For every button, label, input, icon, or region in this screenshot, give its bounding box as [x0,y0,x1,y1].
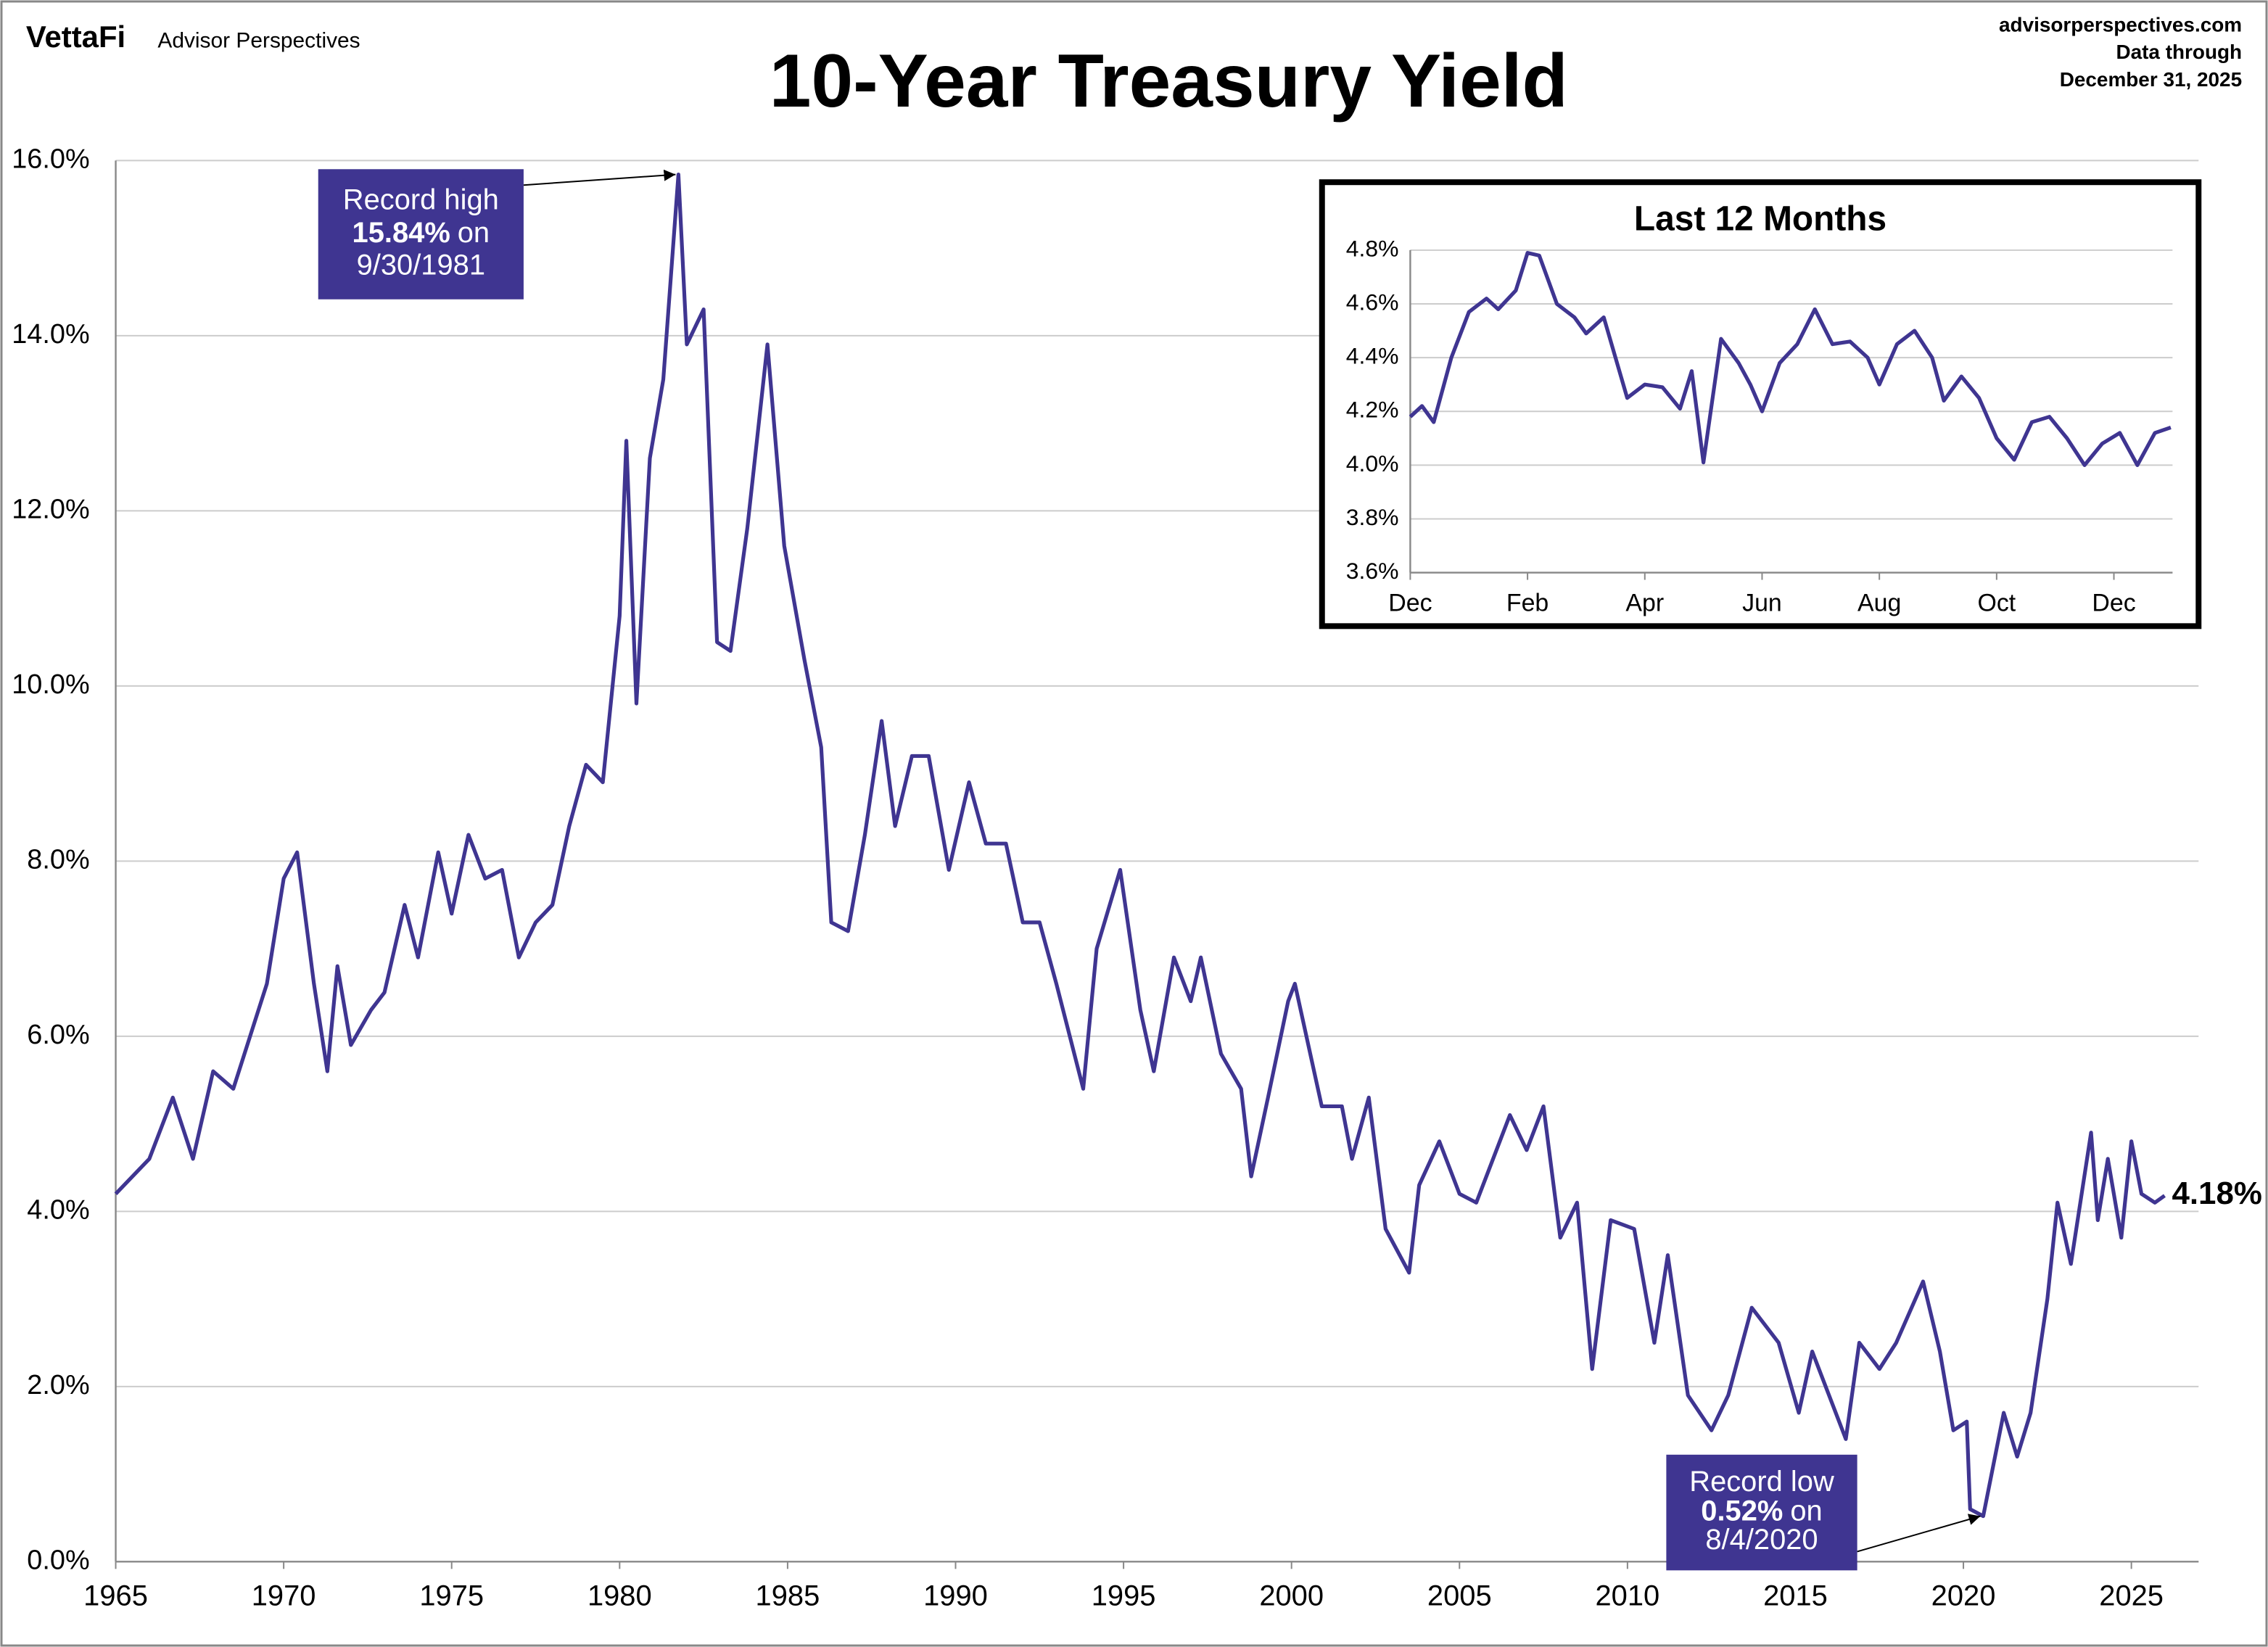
data-note: Data through [2116,41,2242,63]
annotation-connector: on [458,217,490,249]
x-tick-label: Aug [1857,589,1901,616]
annotation-arrow [1857,1514,1981,1553]
x-tick-label: 2025 [2099,1580,2164,1612]
x-tick-label: Dec [2092,589,2135,616]
y-tick-label: 8.0% [27,844,89,875]
publisher: Advisor Perspectives [157,29,360,53]
annotation-value-number: 15.84% [352,217,450,249]
x-tick-label: Jun [1742,589,1782,616]
x-tick-label: Oct [1977,589,2016,616]
x-tick-label: 1995 [1092,1580,1156,1612]
y-tick-label: 4.8% [1346,235,1399,261]
x-tick-label: 1980 [587,1580,652,1612]
data-line [1409,251,2172,467]
y-tick-label: 4.6% [1346,289,1399,315]
annotation-label: Record low [1689,1466,1834,1498]
y-tick-label: 2.0% [27,1370,89,1400]
y-tick-label: 6.0% [27,1020,89,1050]
end-label: 4.18% [2172,1176,2261,1211]
annotation-value: 15.84% on [352,217,490,249]
chart-title: 10-Year Treasury Yield [770,38,1568,123]
annotation-box [318,169,524,300]
y-tick-label: 16.0% [12,144,89,174]
y-tick-label: 4.2% [1346,397,1399,423]
data-date: December 31, 2025 [2060,68,2242,91]
annotation-label: Record high [343,184,499,216]
y-tick-label: 0.0% [27,1545,89,1575]
y-tick-label: 14.0% [12,319,89,350]
y-tick-label: 4.4% [1346,343,1399,369]
x-tick-label: 2015 [1763,1580,1828,1612]
x-tick-label: Dec [1388,589,1432,616]
x-tick-label: 2010 [1596,1580,1660,1612]
x-tick-label: 1985 [756,1580,820,1612]
brand: VettaFi [26,20,125,54]
x-tick-label: 2005 [1427,1580,1492,1612]
y-tick-label: 12.0% [12,494,89,524]
annotation-value: 0.52% on [1701,1495,1822,1527]
data-line [114,173,2166,1519]
y-tick-label: 3.6% [1346,558,1399,584]
x-tick-label: 2020 [1931,1580,1996,1612]
x-tick-label: 1990 [923,1580,988,1612]
x-tick-label: 1970 [252,1580,316,1612]
annotation-date: 8/4/2020 [1705,1524,1818,1556]
x-tick-label: 1965 [83,1580,148,1612]
x-tick-label: Feb [1506,589,1549,616]
annotation-value-number: 0.52% [1701,1495,1783,1527]
site: advisorperspectives.com [1999,13,2242,36]
x-tick-label: Apr [1625,589,1664,616]
y-tick-label: 4.0% [27,1194,89,1225]
inset-title: Last 12 Months [1634,200,1886,239]
y-tick-label: 4.0% [1346,450,1399,476]
annotation-connector: on [1790,1495,1822,1527]
annotation-box [1666,1454,1857,1571]
x-tick-label: 2000 [1259,1580,1324,1612]
annotation-arrow [523,169,676,186]
y-tick-label: 10.0% [12,669,89,700]
annotation-date: 9/30/1981 [357,249,485,281]
y-tick-label: 3.8% [1346,504,1399,530]
x-tick-label: 1975 [419,1580,484,1612]
